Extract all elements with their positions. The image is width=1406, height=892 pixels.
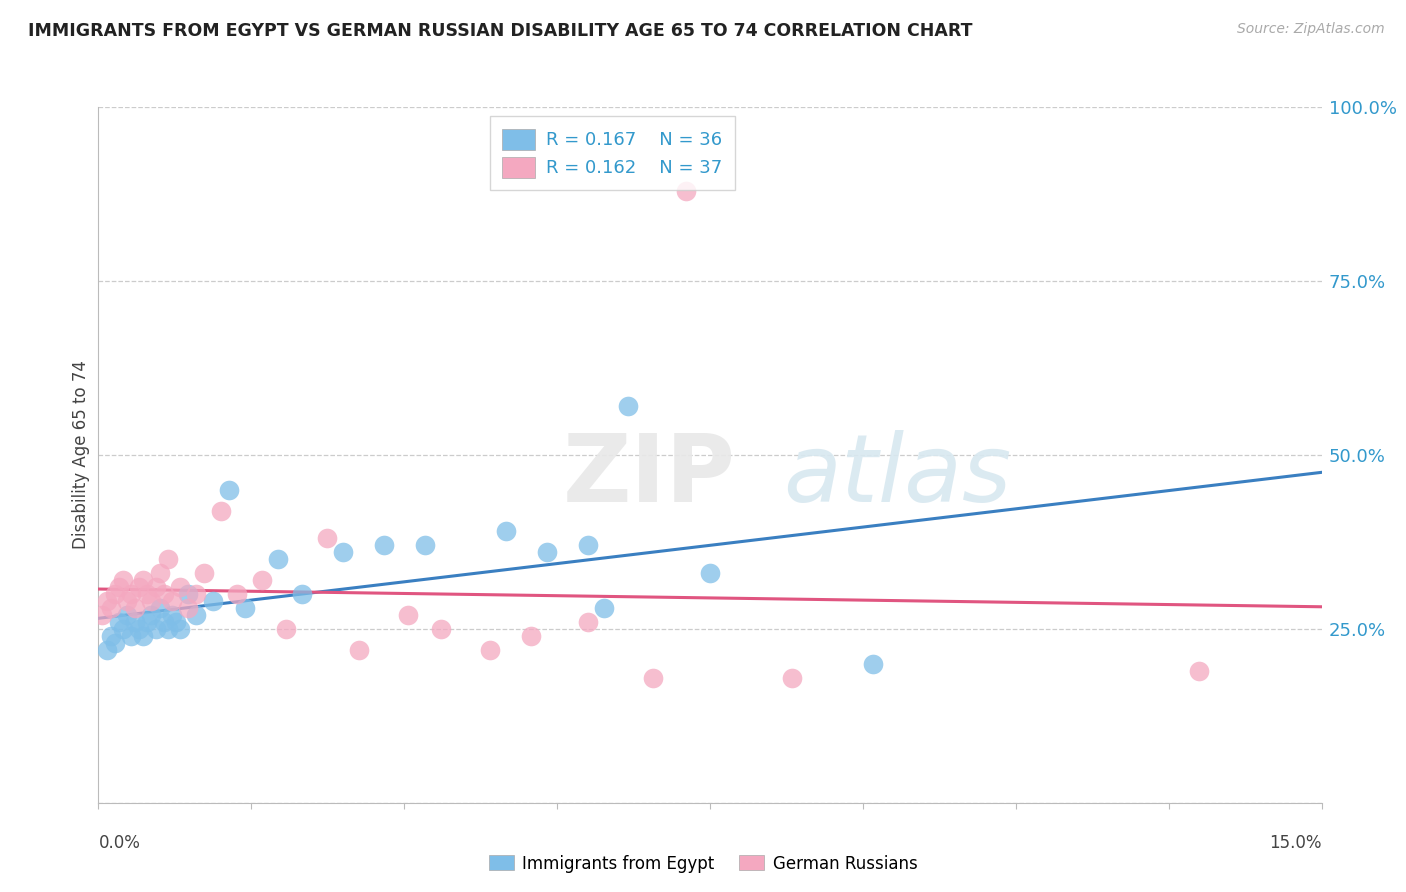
Point — [780, 671, 803, 685]
Point — [128, 622, 150, 636]
Y-axis label: Disability Age 65 to 74: Disability Age 65 to 74 — [72, 360, 90, 549]
Point — [128, 580, 150, 594]
Point — [124, 601, 146, 615]
Text: ZIP: ZIP — [564, 430, 737, 522]
Text: atlas: atlas — [783, 430, 1012, 521]
Point — [250, 573, 273, 587]
Text: 0.0%: 0.0% — [98, 834, 141, 852]
Point — [145, 580, 167, 594]
Point — [104, 636, 127, 650]
Point — [115, 594, 138, 608]
Point — [699, 566, 721, 581]
Point — [108, 615, 131, 629]
Text: Source: ZipAtlas.com: Source: ZipAtlas.com — [1237, 22, 1385, 37]
Point — [576, 538, 599, 552]
Point — [141, 607, 163, 622]
Point — [536, 545, 558, 559]
Point — [478, 642, 501, 657]
Point — [332, 545, 354, 559]
Point — [100, 601, 122, 615]
Point — [160, 607, 183, 622]
Point — [186, 587, 208, 601]
Text: IMMIGRANTS FROM EGYPT VS GERMAN RUSSIAN DISABILITY AGE 65 TO 74 CORRELATION CHAR: IMMIGRANTS FROM EGYPT VS GERMAN RUSSIAN … — [28, 22, 973, 40]
Point — [373, 538, 395, 552]
Point — [1188, 664, 1211, 678]
Point — [593, 601, 616, 615]
Point — [115, 607, 138, 622]
Point — [136, 587, 159, 601]
Legend: Immigrants from Egypt, German Russians: Immigrants from Egypt, German Russians — [482, 848, 924, 880]
Point — [152, 615, 174, 629]
Point — [430, 622, 453, 636]
Point — [120, 587, 142, 601]
Point — [124, 615, 146, 629]
Point — [209, 503, 232, 517]
Point — [152, 587, 174, 601]
Point — [141, 594, 163, 608]
Point — [315, 532, 337, 546]
Point — [396, 607, 419, 622]
Point — [100, 629, 122, 643]
Point — [862, 657, 884, 671]
Point — [96, 594, 118, 608]
Point — [201, 594, 224, 608]
Point — [349, 642, 371, 657]
Point — [156, 552, 179, 566]
Point — [165, 615, 187, 629]
Point — [519, 629, 541, 643]
Point — [91, 607, 114, 622]
Point — [136, 615, 159, 629]
Point — [617, 399, 640, 413]
Point — [104, 587, 127, 601]
Point — [267, 552, 290, 566]
Point — [177, 587, 200, 601]
Point — [132, 573, 155, 587]
Point — [193, 566, 215, 581]
Point — [96, 642, 118, 657]
Point — [132, 629, 155, 643]
Point — [169, 622, 191, 636]
Point — [495, 524, 517, 539]
Point — [111, 573, 134, 587]
Point — [576, 615, 599, 629]
Point — [156, 622, 179, 636]
Point — [186, 607, 208, 622]
Point — [274, 622, 297, 636]
Point — [226, 587, 249, 601]
Point — [120, 629, 142, 643]
Point — [111, 622, 134, 636]
Point — [641, 671, 664, 685]
Point — [145, 622, 167, 636]
Point — [675, 184, 697, 198]
Point — [108, 580, 131, 594]
Point — [177, 601, 200, 615]
Point — [149, 566, 172, 581]
Point — [218, 483, 240, 497]
Point — [413, 538, 436, 552]
Text: 15.0%: 15.0% — [1270, 834, 1322, 852]
Point — [291, 587, 314, 601]
Point — [233, 601, 256, 615]
Point — [169, 580, 191, 594]
Legend: R = 0.167    N = 36, R = 0.162    N = 37: R = 0.167 N = 36, R = 0.162 N = 37 — [489, 116, 734, 190]
Point — [149, 601, 172, 615]
Point — [160, 594, 183, 608]
